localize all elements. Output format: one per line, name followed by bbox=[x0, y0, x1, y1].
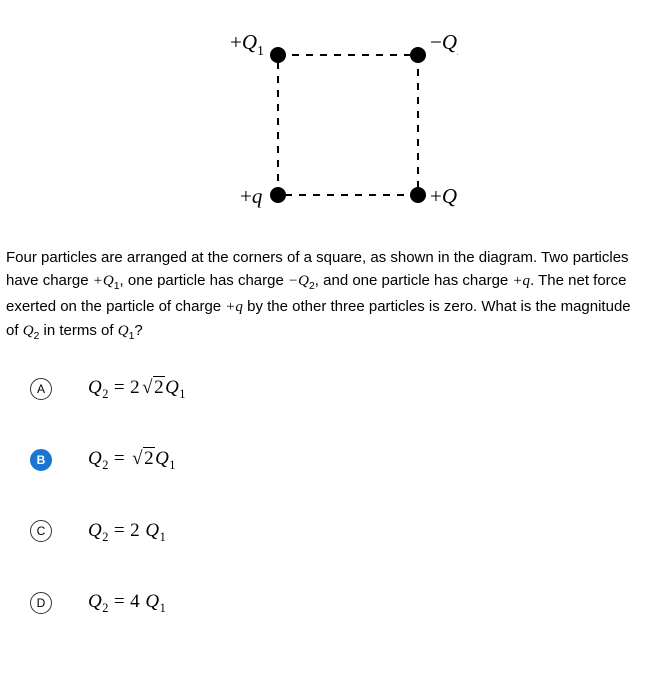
option-marker: A bbox=[30, 378, 52, 400]
charge-particle bbox=[410, 47, 426, 63]
options-list: A Q2=22Q1 B Q2=2Q1 C Q2=2 Q1 D Q2=4 Q1 bbox=[0, 364, 655, 617]
option-marker: C bbox=[30, 520, 52, 542]
charge-label: +Q1 bbox=[430, 184, 458, 210]
charge-particle bbox=[270, 187, 286, 203]
option-c[interactable]: C Q2=2 Q1 bbox=[30, 517, 655, 546]
charge-label: +q bbox=[240, 184, 263, 208]
option-formula: Q2=2Q1 bbox=[88, 445, 176, 474]
option-formula: Q2=4 Q1 bbox=[88, 588, 166, 617]
charge-label: −Q2 bbox=[430, 30, 458, 59]
option-b[interactable]: B Q2=2Q1 bbox=[30, 445, 655, 474]
charge-particle bbox=[410, 187, 426, 203]
charges-diagram: +Q1 −Q2 +q +Q1 bbox=[198, 20, 458, 210]
charge-label: +Q1 bbox=[230, 30, 264, 59]
option-formula: Q2=22Q1 bbox=[88, 374, 186, 403]
option-d[interactable]: D Q2=4 Q1 bbox=[30, 588, 655, 617]
option-marker: D bbox=[30, 592, 52, 614]
option-formula: Q2=2 Q1 bbox=[88, 517, 166, 546]
option-marker: B bbox=[30, 449, 52, 471]
option-a[interactable]: A Q2=22Q1 bbox=[30, 374, 655, 403]
charge-particle bbox=[270, 47, 286, 63]
question-text: Four particles are arranged at the corne… bbox=[0, 240, 655, 364]
